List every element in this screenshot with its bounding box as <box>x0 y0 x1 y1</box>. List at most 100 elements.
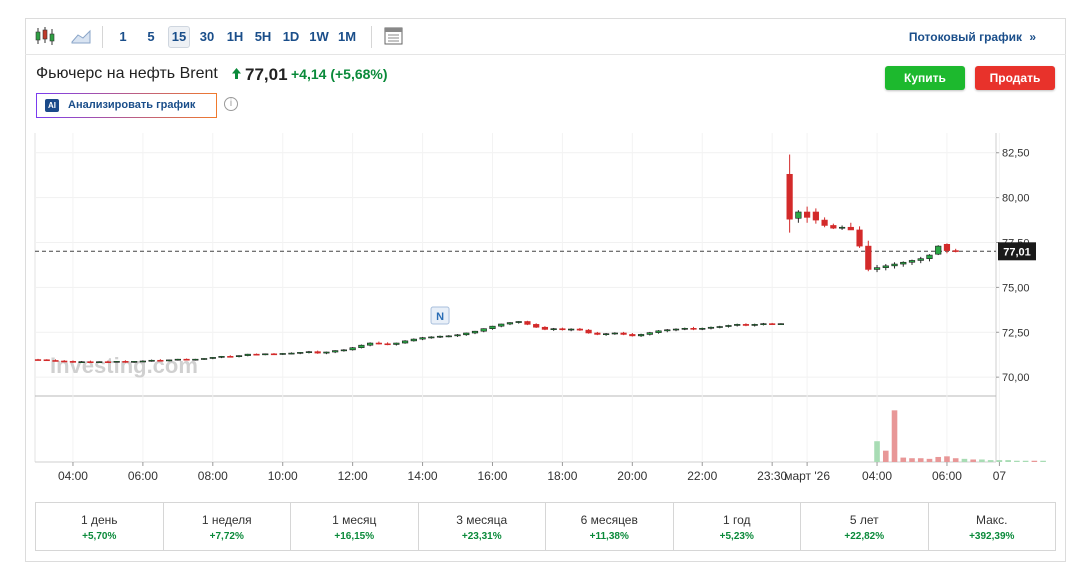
period-cell[interactable]: 1 год +5,23% <box>674 503 801 550</box>
candle-body <box>235 355 243 357</box>
timeframe-1h[interactable]: 1H <box>226 29 244 44</box>
volume-bar <box>1040 460 1046 462</box>
period-label: 1 неделя <box>201 513 252 527</box>
candle-body <box>672 328 680 331</box>
candle-body <box>262 353 269 356</box>
period-cell[interactable]: 1 день +5,70% <box>36 503 164 550</box>
analyze-chart-button[interactable]: AI Анализировать график <box>36 93 217 118</box>
candle-body <box>943 244 951 251</box>
candle-body <box>471 330 479 334</box>
candle-body <box>174 358 181 361</box>
candle-body <box>61 360 68 363</box>
x-tick-label: 23:30 <box>757 469 787 483</box>
y-tick-label: 75,00 <box>1002 282 1030 294</box>
x-tick-label: 18:00 <box>547 469 577 483</box>
x-tick-label: 04:00 <box>58 469 88 483</box>
volume-bar <box>891 410 898 462</box>
candle-body <box>323 351 330 354</box>
candle-body <box>445 335 452 338</box>
x-tick-label: 04:00 <box>862 469 892 483</box>
candle-body <box>830 225 837 229</box>
candle-body <box>707 326 715 329</box>
candle-body <box>821 219 828 226</box>
price-chart[interactable]: 82,5080,0077,5075,0072,5070,0004:0006:00… <box>0 0 1086 500</box>
toolbar-divider <box>371 26 372 48</box>
candle-body <box>681 328 688 330</box>
volume-bar <box>1022 460 1029 462</box>
timeframe-15[interactable]: 15 <box>168 26 190 48</box>
period-cell[interactable]: 1 месяц +16,15% <box>291 503 419 550</box>
instrument-title: Фьючерс на нефть Brent <box>36 65 218 82</box>
change-value: +4,14 <box>291 66 327 82</box>
timeframe-5h[interactable]: 5H <box>254 29 272 44</box>
timeframe-1d[interactable]: 1D <box>282 29 300 44</box>
candle-body <box>52 360 59 362</box>
timeframe-1m[interactable]: 1M <box>337 29 357 44</box>
candle-body <box>568 328 575 331</box>
chart-widget <box>25 18 1066 562</box>
period-label: 5 лет <box>849 513 879 527</box>
candle-body <box>506 322 514 325</box>
timeframe-5[interactable]: 5 <box>147 29 155 44</box>
y-tick-label: 70,00 <box>1002 372 1030 384</box>
candle-body <box>882 265 889 268</box>
performance-periods: 1 день +5,70% 1 неделя +7,72% 1 месяц +16,15%… <box>35 502 1056 551</box>
candle-body <box>419 337 426 340</box>
candle-body <box>777 323 784 325</box>
x-tick-label: 12:00 <box>338 469 368 483</box>
candle-body <box>480 328 487 332</box>
period-cell[interactable]: 1 неделя +7,72% <box>164 503 291 550</box>
candle-body <box>69 361 77 363</box>
period-label: 6 месяцев <box>580 513 638 527</box>
timeframe-30[interactable]: 30 <box>199 29 215 44</box>
candle-body <box>375 342 382 345</box>
candle-body <box>340 349 348 352</box>
volume-bar <box>952 458 959 462</box>
table-view-icon[interactable] <box>383 26 405 46</box>
candle-body <box>935 245 942 255</box>
candle-body <box>297 352 304 354</box>
candle-body <box>454 334 461 337</box>
period-cell[interactable]: 5 лет +22,82% <box>801 503 929 550</box>
candle-body <box>332 350 339 353</box>
info-icon[interactable]: i <box>224 97 238 111</box>
volume-bar <box>1005 460 1011 462</box>
candle-body <box>253 353 260 356</box>
last-price-box <box>998 242 1036 261</box>
news-marker[interactable] <box>430 306 450 325</box>
candle-body <box>192 358 199 361</box>
candle-body <box>725 325 732 327</box>
candlestick-icon[interactable] <box>34 26 56 46</box>
buy-button[interactable]: Купить <box>885 66 965 90</box>
period-change: +11,38% <box>589 531 629 542</box>
sell-button[interactable]: Продать <box>975 66 1055 90</box>
period-cell[interactable]: Макс. +392,39% <box>929 503 1056 550</box>
x-tick-label: 20:00 <box>617 469 647 483</box>
volume-bar <box>961 458 968 462</box>
candle-body <box>43 359 50 362</box>
y-tick-label: 72,50 <box>1002 327 1030 339</box>
candle-body <box>428 336 435 339</box>
period-cell[interactable]: 6 месяцев +11,38% <box>546 503 674 550</box>
volume-bar <box>909 458 915 462</box>
period-cell[interactable]: 3 месяца +23,31% <box>419 503 546 550</box>
candle-body <box>393 342 400 345</box>
area-chart-icon[interactable] <box>70 26 92 46</box>
timeframe-1w[interactable]: 1W <box>309 29 329 44</box>
candle-body <box>716 326 723 328</box>
candle-body <box>734 324 741 326</box>
period-label: 1 год <box>722 513 751 527</box>
news-marker-label[interactable]: N <box>436 311 444 323</box>
candle-body <box>690 328 697 330</box>
streaming-chart-link[interactable]: Потоковый график » <box>909 30 1036 44</box>
candle-body <box>646 332 653 335</box>
timeframe-1[interactable]: 1 <box>119 29 127 44</box>
candle-body <box>585 329 592 334</box>
x-tick-label: 10:00 <box>268 469 298 483</box>
volume-bar <box>970 459 976 462</box>
candle-body <box>900 261 907 265</box>
period-change: +5,23% <box>719 531 754 542</box>
volume-bar <box>935 456 942 462</box>
candle-body <box>952 250 959 252</box>
candle-body <box>489 325 496 329</box>
